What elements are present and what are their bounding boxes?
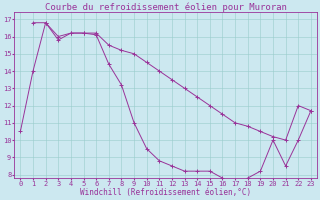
X-axis label: Windchill (Refroidissement éolien,°C): Windchill (Refroidissement éolien,°C) — [80, 188, 251, 197]
Title: Courbe du refroidissement éolien pour Muroran: Courbe du refroidissement éolien pour Mu… — [45, 3, 287, 12]
